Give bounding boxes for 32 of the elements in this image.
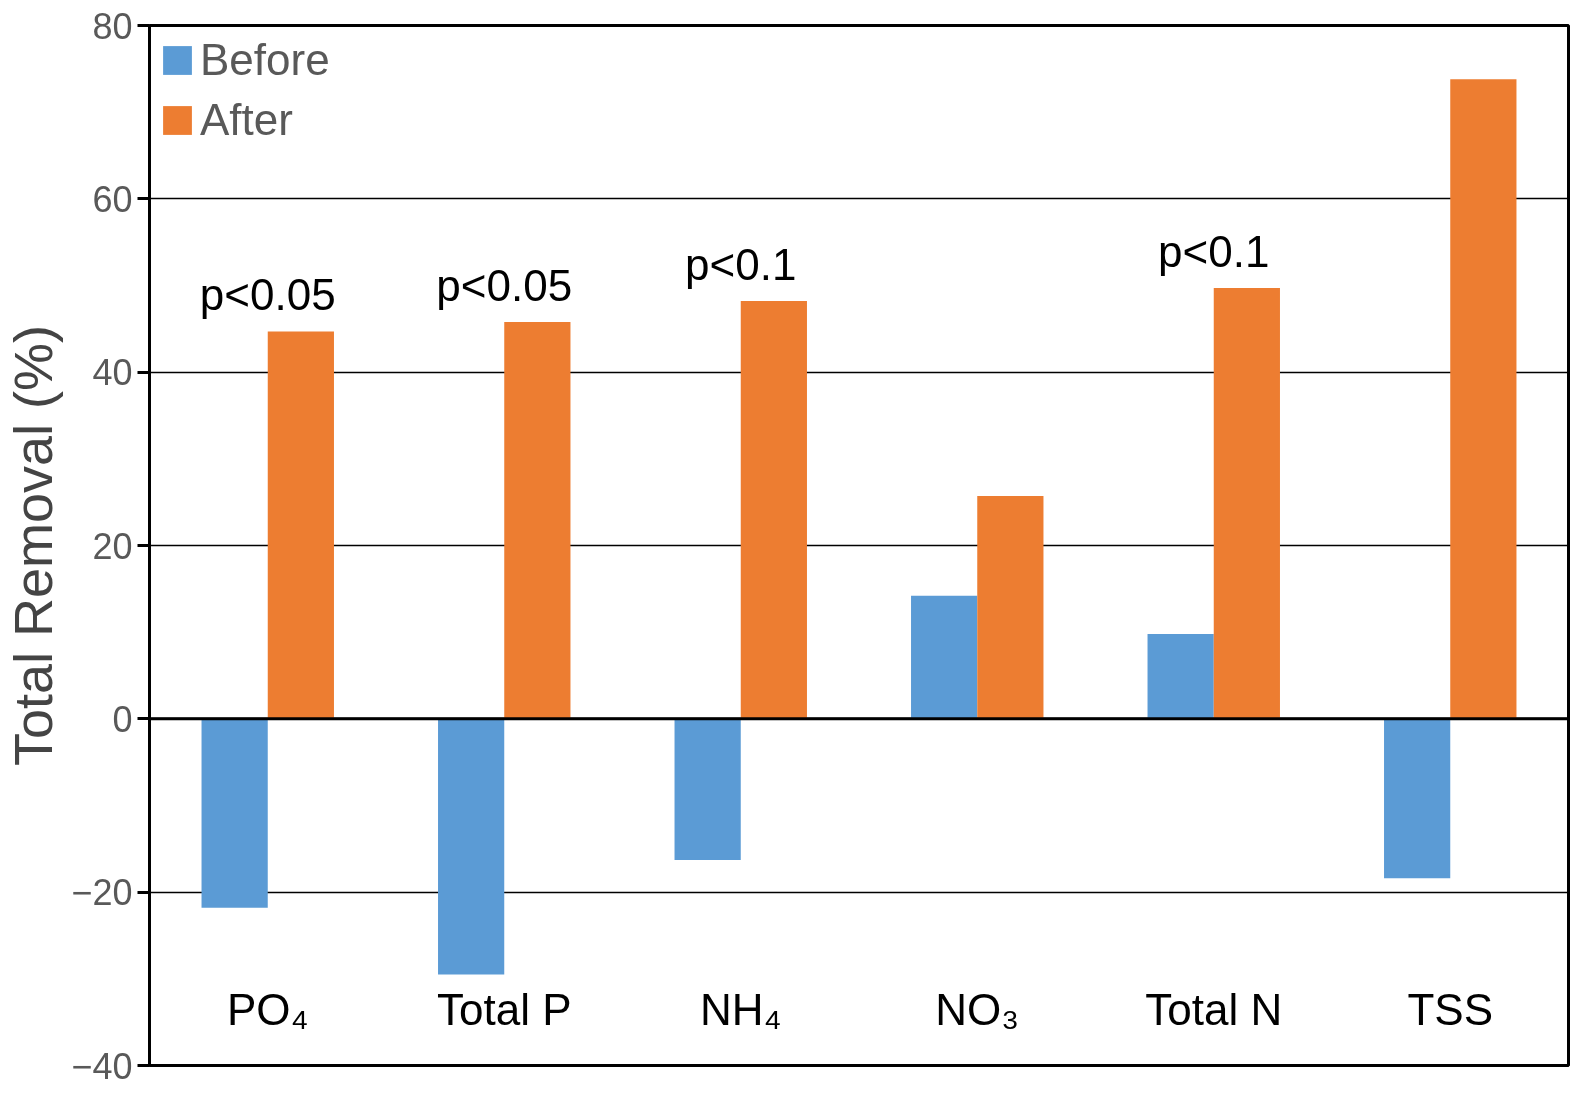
annotation: p<0.05 (436, 260, 573, 310)
bar (201, 718, 268, 908)
y-tick-label: −40 (71, 1045, 133, 1087)
y-tick-label: 60 (92, 178, 133, 220)
x-tick-label: NH₄ (699, 985, 782, 1035)
annotation: p<0.1 (685, 240, 797, 290)
x-tick-label: NO₃ (935, 985, 1020, 1035)
bar (674, 718, 741, 861)
bar (504, 321, 571, 719)
y-axis-title: Total Removal (%) (3, 324, 64, 767)
y-tick-label: 0 (112, 698, 133, 740)
x-tick-label: Total N (1145, 985, 1283, 1035)
y-tick-label: 20 (92, 525, 133, 567)
x-tick-label: TSS (1407, 985, 1494, 1035)
bar (1213, 288, 1280, 719)
x-tick-label: PO₄ (226, 985, 309, 1035)
x-tick-label: Total P (436, 985, 572, 1035)
bar (1384, 718, 1451, 879)
y-tick-label: 80 (92, 5, 133, 47)
bar (267, 331, 334, 719)
bar (1450, 79, 1517, 719)
bar (438, 718, 505, 975)
y-tick-label: 40 (92, 352, 133, 394)
bar (740, 301, 807, 719)
bar (977, 496, 1044, 719)
annotation: p<0.05 (199, 270, 336, 320)
bar (1147, 633, 1214, 719)
bar (911, 595, 978, 719)
y-tick-label: −20 (71, 872, 133, 914)
annotation: p<0.1 (1158, 227, 1270, 277)
legend-label: Before (200, 35, 330, 85)
legend-label: After (200, 95, 293, 145)
